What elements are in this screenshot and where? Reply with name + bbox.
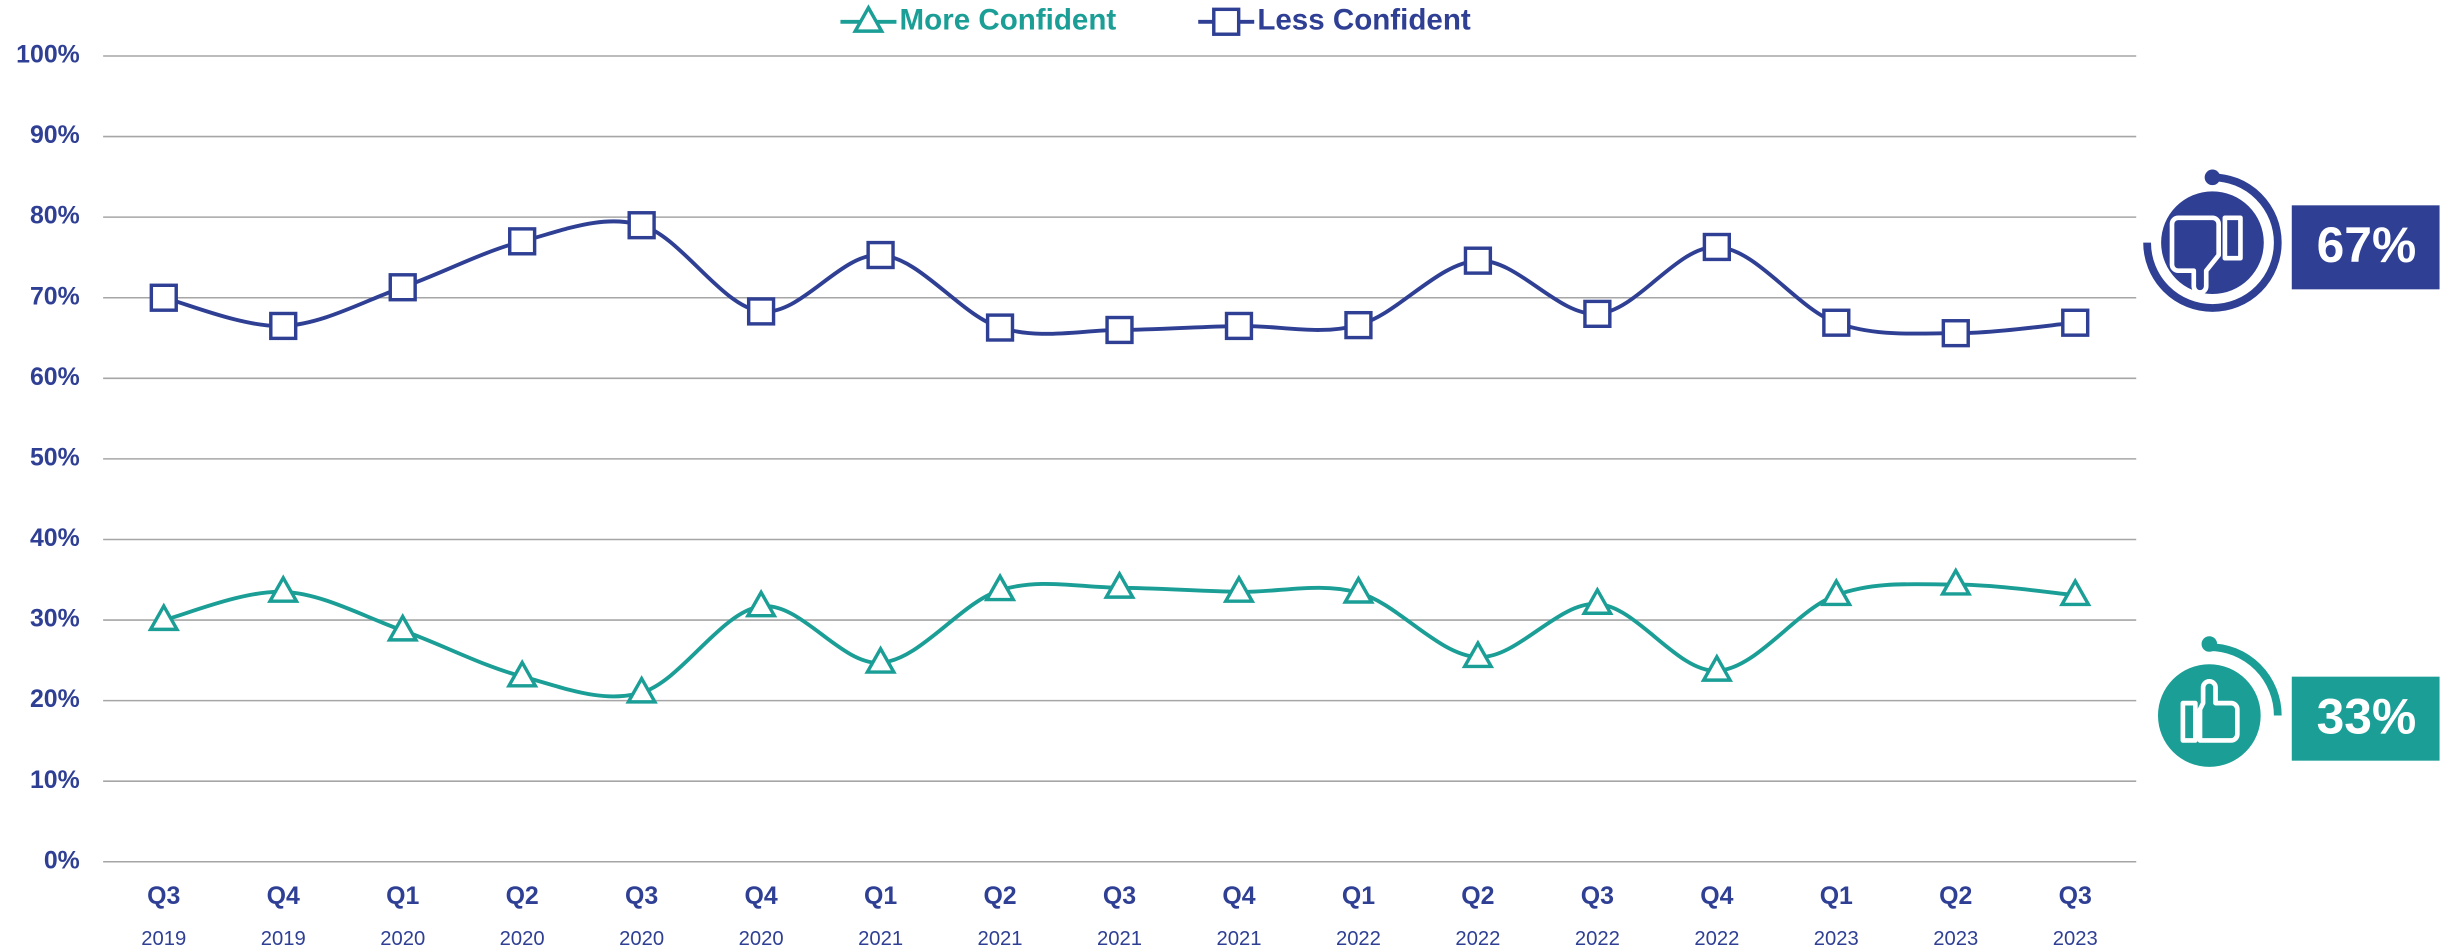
x-tick-label: Q3 xyxy=(1581,882,1614,910)
point xyxy=(1941,319,1970,348)
series-line xyxy=(163,581,2076,699)
x-tick-year: 2022 xyxy=(1336,928,1381,950)
point xyxy=(985,313,1015,342)
point xyxy=(147,602,180,632)
point xyxy=(625,675,658,704)
point xyxy=(506,658,539,688)
x-tick-year: 2020 xyxy=(380,928,425,950)
point xyxy=(1344,310,1373,340)
legend-label: More Confident xyxy=(900,4,1117,37)
thumbs-up-icon xyxy=(2158,636,2282,767)
point xyxy=(388,273,417,302)
x-tick-year: 2022 xyxy=(1694,928,1739,950)
point xyxy=(1222,574,1256,603)
y-tick-label: 30% xyxy=(30,605,80,633)
x-tick-label: Q1 xyxy=(386,882,419,910)
x-tick-label: Q4 xyxy=(1700,882,1733,910)
x-tick-year: 2023 xyxy=(1933,928,1978,950)
point xyxy=(1105,315,1134,345)
x-tick-year: 2023 xyxy=(2053,928,2098,950)
point xyxy=(1103,570,1136,599)
point xyxy=(1224,311,1254,341)
x-tick-year: 2021 xyxy=(978,928,1023,950)
point xyxy=(627,211,656,240)
point xyxy=(1820,577,1853,607)
x-tick-year: 2022 xyxy=(1455,928,1500,950)
y-tick-label: 40% xyxy=(30,524,80,552)
thumbs-down-icon xyxy=(2143,169,2282,312)
y-tick-label: 20% xyxy=(30,685,80,713)
x-tick-year: 2023 xyxy=(1814,928,1859,950)
legend-marker xyxy=(1212,7,1241,36)
legend-marker xyxy=(852,4,885,33)
point xyxy=(1939,567,1972,596)
x-tick-label: Q2 xyxy=(1461,882,1494,910)
point xyxy=(269,311,298,341)
x-tick-year: 2019 xyxy=(141,928,186,950)
callout-box xyxy=(2291,205,2440,290)
x-tick-year: 2020 xyxy=(500,928,545,950)
y-tick-label: 70% xyxy=(30,282,80,310)
point xyxy=(1463,246,1493,275)
x-tick-label: Q4 xyxy=(267,882,300,910)
point xyxy=(744,588,778,618)
x-tick-label: Q3 xyxy=(147,882,180,910)
point xyxy=(1822,308,1851,337)
x-tick-year: 2021 xyxy=(1216,928,1261,950)
x-tick-label: Q1 xyxy=(1820,882,1853,910)
x-tick-label: Q3 xyxy=(1103,882,1136,910)
point xyxy=(746,297,776,326)
y-tick-label: 90% xyxy=(30,121,80,149)
point xyxy=(864,645,897,674)
point xyxy=(1702,232,1732,262)
point xyxy=(1583,299,1612,329)
x-tick-label: Q3 xyxy=(625,882,658,910)
point xyxy=(149,283,178,312)
x-tick-year: 2021 xyxy=(1097,928,1142,950)
point xyxy=(2061,308,2090,337)
y-tick-label: 60% xyxy=(30,363,80,391)
point xyxy=(267,574,300,603)
x-tick-label: Q2 xyxy=(506,882,539,910)
x-tick-label: Q2 xyxy=(1939,882,1972,910)
y-tick-label: 100% xyxy=(16,41,80,69)
point xyxy=(983,572,1017,602)
callout-label: 33% xyxy=(2317,688,2417,744)
callout-label: 67% xyxy=(2317,217,2417,273)
x-tick-year: 2021 xyxy=(858,928,903,950)
callout-box xyxy=(2291,676,2440,761)
y-tick-label: 50% xyxy=(30,443,80,471)
x-tick-label: Q1 xyxy=(864,882,897,910)
x-tick-label: Q4 xyxy=(1222,882,1255,910)
y-tick-label: 80% xyxy=(30,202,80,230)
point xyxy=(1581,586,1614,615)
point xyxy=(866,240,895,270)
y-tick-label: 10% xyxy=(30,766,80,794)
y-tick-label: 0% xyxy=(44,846,80,874)
x-tick-label: Q3 xyxy=(2059,882,2092,910)
x-tick-year: 2022 xyxy=(1575,928,1620,950)
point xyxy=(1700,653,1734,682)
x-tick-label: Q4 xyxy=(745,882,778,910)
x-tick-year: 2019 xyxy=(261,928,306,950)
point xyxy=(2059,577,2092,607)
x-tick-label: Q1 xyxy=(1342,882,1375,910)
legend-label: Less Confident xyxy=(1257,4,1471,37)
x-tick-label: Q2 xyxy=(983,882,1016,910)
x-tick-year: 2020 xyxy=(739,928,784,950)
x-tick-year: 2020 xyxy=(619,928,664,950)
point xyxy=(508,227,537,256)
point xyxy=(1342,575,1375,604)
point xyxy=(1461,639,1495,669)
point xyxy=(386,613,419,642)
